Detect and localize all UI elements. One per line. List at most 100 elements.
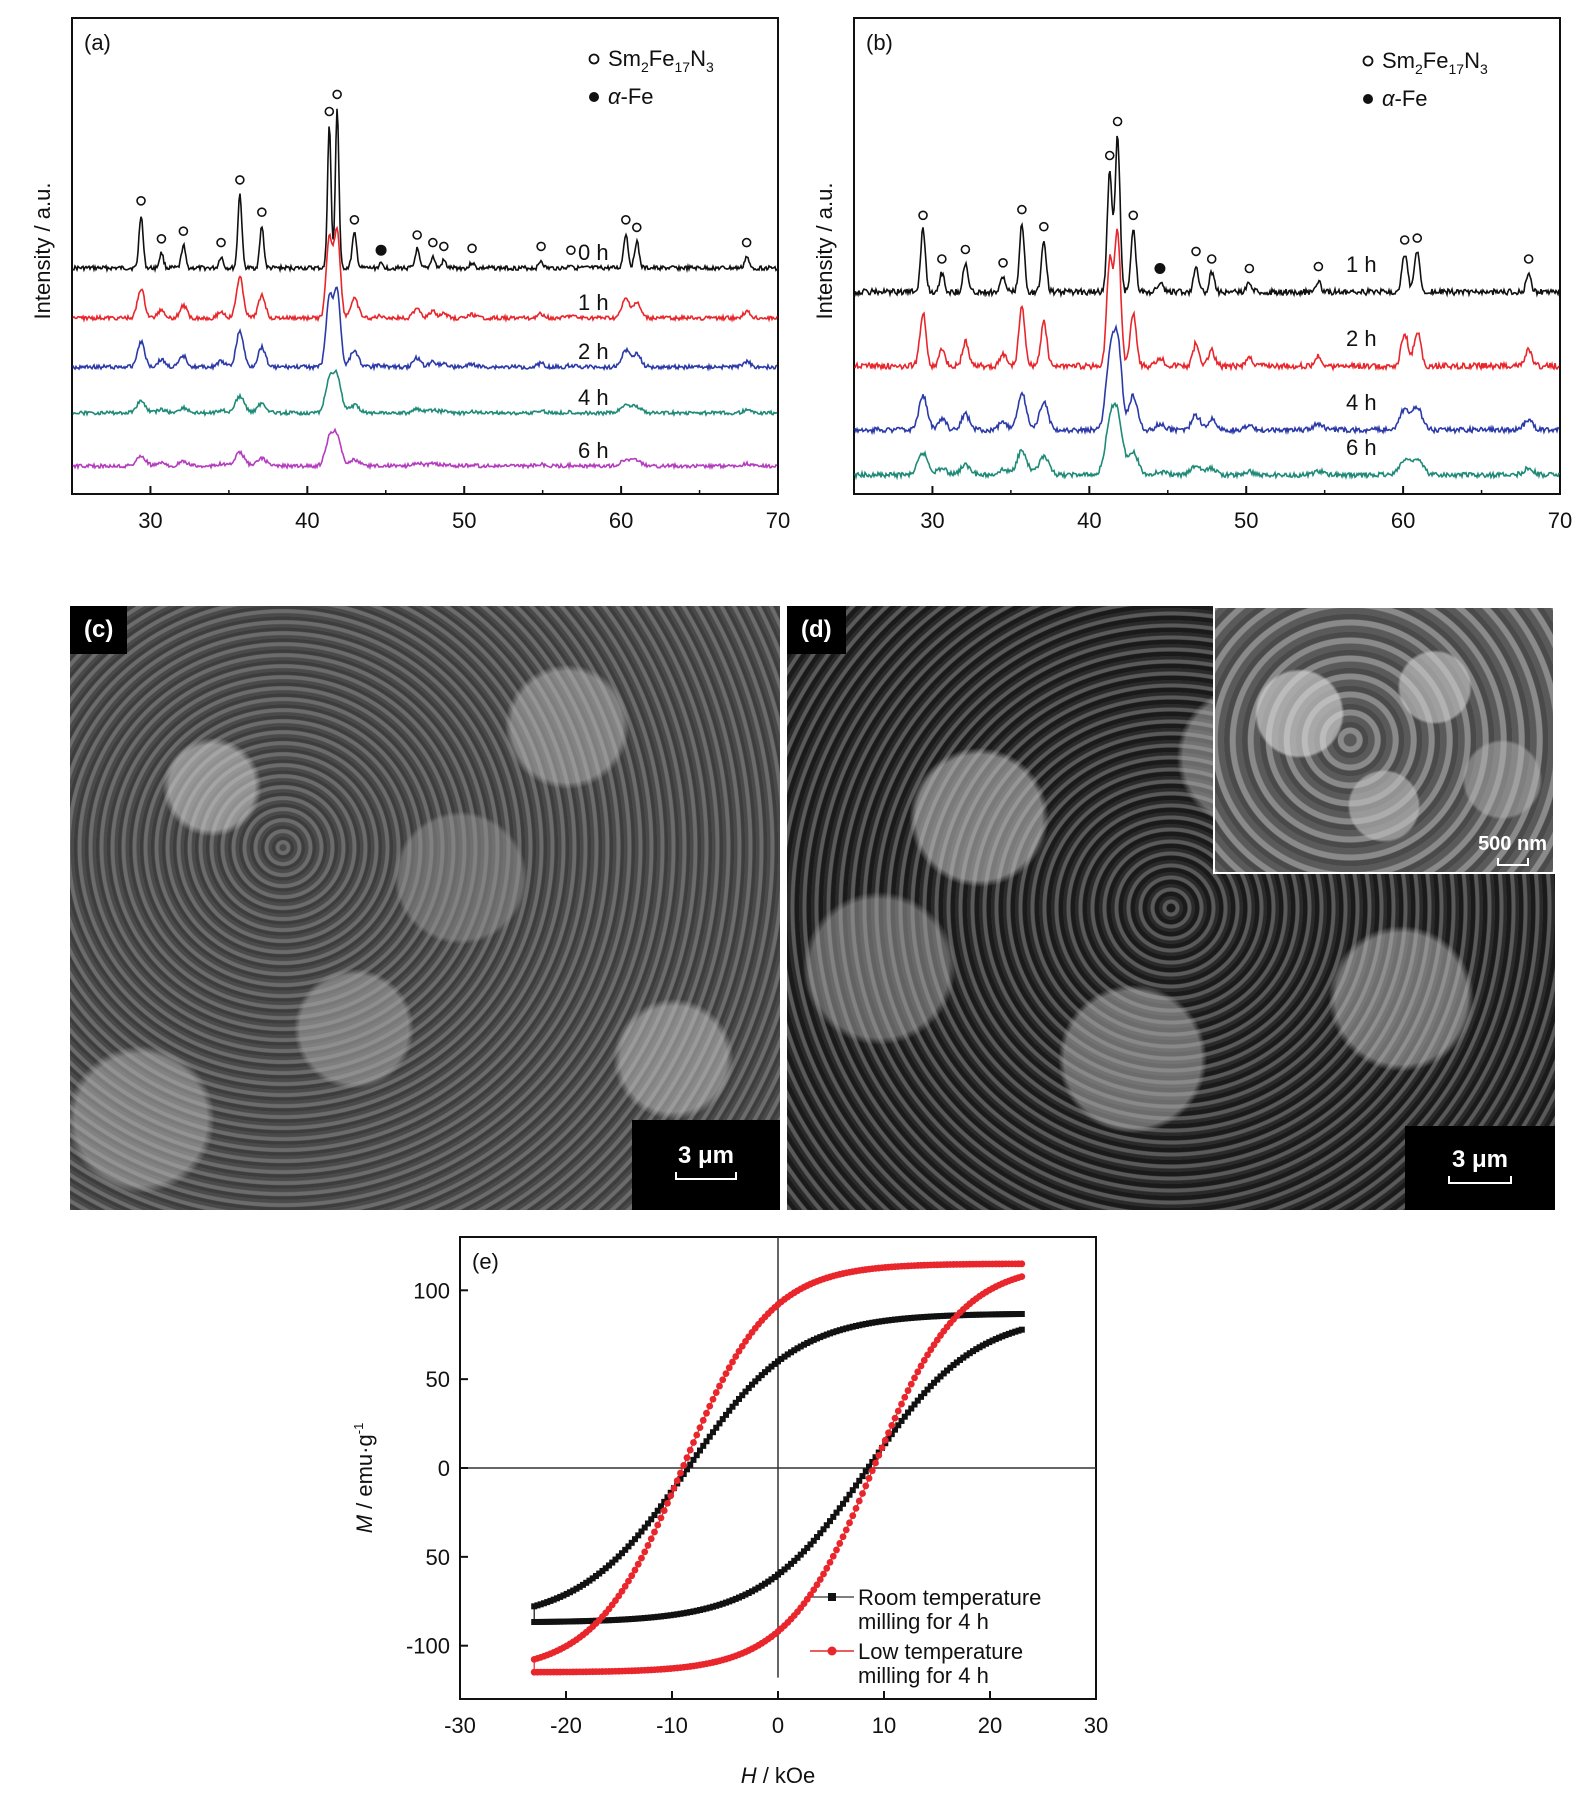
scale-bar-c: 3 μm [632, 1120, 780, 1210]
data-point-square [644, 1520, 651, 1527]
data-point-square [866, 1463, 873, 1470]
data-point-circle [722, 1370, 730, 1378]
data-point-circle [742, 1337, 749, 1345]
data-point-square [576, 1618, 583, 1625]
data-point-square [628, 1539, 635, 1546]
data-point-square [976, 1344, 983, 1351]
data-point-square [983, 1340, 990, 1347]
data-point-square [970, 1311, 977, 1318]
plot-frame [853, 17, 1561, 495]
data-point-circle [911, 1374, 918, 1382]
data-point-square [999, 1311, 1006, 1318]
data-point-circle [833, 1546, 840, 1554]
legend-label-sm2fe17n3: Sm2Fe17N3 [1382, 48, 1488, 77]
data-point-square [540, 1600, 547, 1607]
data-point-square [729, 1597, 736, 1604]
data-point-square [696, 1607, 703, 1614]
x-tick-label: 40 [295, 508, 319, 530]
phase-marker-open [467, 243, 477, 254]
data-point-square [589, 1617, 596, 1624]
data-point-square [895, 1422, 902, 1429]
phase-marker-open [741, 237, 752, 248]
data-point-square [862, 1468, 869, 1475]
data-point-square [729, 1403, 736, 1410]
data-point-circle [846, 1519, 853, 1527]
phase-marker-open [1244, 263, 1255, 274]
data-point-square [583, 1618, 590, 1625]
x-tick-label: 70 [1548, 508, 1572, 530]
y-tick-label: -100 [406, 1634, 450, 1659]
data-point-circle [712, 1389, 720, 1396]
data-point-circle [683, 1454, 691, 1462]
data-point-square [905, 1409, 912, 1416]
data-point-square [775, 1571, 781, 1578]
sem-inset-texture [1215, 608, 1553, 872]
sem-texture-c [70, 606, 780, 1210]
data-point-circle [914, 1368, 922, 1376]
data-point-square [771, 1574, 778, 1581]
data-point-square [843, 1325, 850, 1332]
data-point-square [534, 1602, 541, 1609]
data-point-square [888, 1316, 895, 1323]
series-label-4h: 4 h [1346, 390, 1377, 415]
data-point-square [622, 1616, 629, 1623]
data-point-circle [826, 1558, 834, 1566]
xrd-chart-a: (a)30405060702θ / (°)Intensity / a.u.Sm2… [30, 17, 790, 530]
data-point-square [931, 1379, 938, 1386]
data-point-square [788, 1560, 795, 1567]
data-point-square [586, 1617, 593, 1624]
data-point-square [566, 1618, 573, 1625]
phase-marker-open [1206, 254, 1217, 264]
data-point-circle [738, 1342, 746, 1350]
data-point-circle [872, 1459, 879, 1467]
y-axis-label: M / emu·g-1 [351, 1423, 377, 1534]
data-point-square [537, 1618, 544, 1625]
data-point-square [713, 1602, 720, 1609]
data-point-square [618, 1550, 625, 1557]
series-label-2h: 2 h [1346, 326, 1377, 351]
data-point-circle [664, 1499, 671, 1507]
phase-marker-open [332, 89, 342, 100]
data-point-square [677, 1475, 684, 1482]
data-point-square [596, 1570, 603, 1577]
phase-marker-open [621, 214, 631, 225]
data-point-square [924, 1313, 931, 1320]
data-point-square [927, 1383, 934, 1390]
data-point-circle [729, 1358, 736, 1366]
data-point-square [944, 1367, 951, 1374]
legend-label-line2: milling for 4 h [858, 1609, 989, 1634]
data-point-square [664, 1612, 671, 1619]
data-point-square [719, 1416, 726, 1423]
data-point-square [761, 1580, 768, 1587]
sem-image-d: (d) 500 nm 3 μm [787, 606, 1555, 1210]
xrd-trace-6h [854, 401, 1560, 481]
phase-marker-open [1412, 233, 1423, 243]
data-point-square [791, 1557, 798, 1564]
scale-bar-d-label: 3 μm [1451, 1146, 1509, 1173]
series-label-2h: 2 h [578, 339, 609, 364]
data-point-circle [651, 1528, 658, 1536]
data-point-circle [813, 1581, 821, 1589]
data-point-square [654, 1613, 661, 1620]
data-point-square [931, 1313, 938, 1320]
panel-label: (e) [472, 1249, 499, 1274]
data-point-square [573, 1618, 580, 1625]
data-point-square [849, 1487, 856, 1494]
legend: Sm2Fe17N3 α-Fe [588, 46, 714, 109]
data-point-square [563, 1590, 570, 1597]
data-point-square [810, 1537, 817, 1544]
data-point-circle [670, 1484, 678, 1492]
data-point-circle [881, 1436, 889, 1444]
inset-scale-line [1496, 858, 1529, 866]
data-point-square [768, 1576, 775, 1583]
x-tick-label: 70 [766, 508, 790, 530]
data-point-square [1002, 1311, 1009, 1318]
data-point-circle [657, 1514, 665, 1522]
plot-area: (b)30405060702θ / (°)Intensity / a.u.Sm2… [812, 17, 1572, 530]
data-point-square [892, 1426, 899, 1433]
data-point-square [700, 1606, 707, 1613]
data-point-square [742, 1591, 749, 1598]
data-point-square [755, 1375, 762, 1382]
phase-marker-open [1017, 204, 1027, 215]
